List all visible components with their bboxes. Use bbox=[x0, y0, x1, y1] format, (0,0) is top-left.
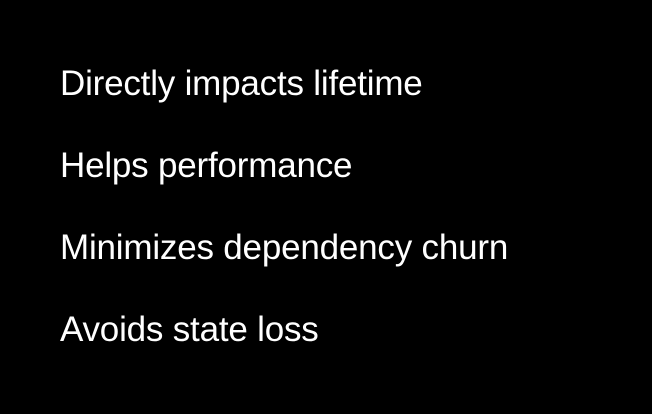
bullet-item-performance: Helps performance bbox=[60, 146, 353, 185]
bullet-item-dependency-churn: Minimizes dependency churn bbox=[60, 228, 509, 267]
bullet-list: Directly impacts lifetime Helps performa… bbox=[60, 58, 508, 356]
bullet-item-state-loss: Avoids state loss bbox=[60, 310, 319, 349]
bullet-item-lifetime: Directly impacts lifetime bbox=[60, 64, 423, 103]
